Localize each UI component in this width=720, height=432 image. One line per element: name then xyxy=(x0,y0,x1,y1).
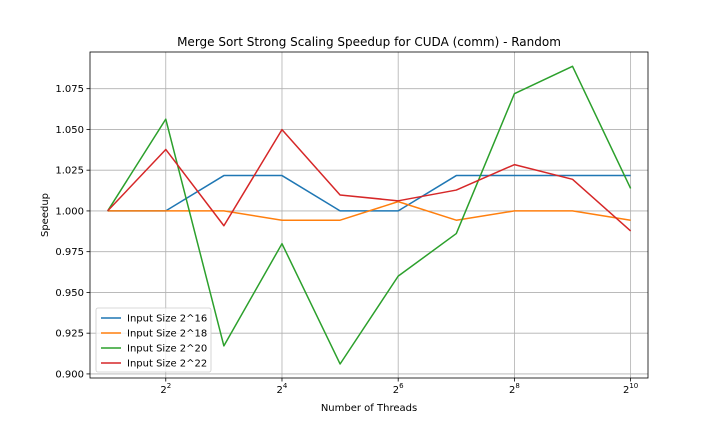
series-line-4 xyxy=(107,128,632,232)
y-tick-label: 1.000 xyxy=(55,206,84,217)
y-tick-label: 0.950 xyxy=(55,288,84,299)
y-tick-label: 0.975 xyxy=(55,247,84,258)
legend-label: Input Size 2^16 xyxy=(127,314,207,325)
series-lines xyxy=(107,65,632,365)
legend-label: Input Size 2^22 xyxy=(127,359,207,370)
y-tick-label: 1.025 xyxy=(55,166,84,177)
x-tick-label: 28 xyxy=(509,382,520,396)
chart-title: Merge Sort Strong Scaling Speedup for CU… xyxy=(177,35,561,49)
legend-box xyxy=(95,307,212,373)
y-tick-label: 1.075 xyxy=(55,84,84,95)
x-axis-label: Number of Threads xyxy=(321,403,417,414)
y-tick-label: 0.900 xyxy=(55,369,84,380)
x-tick-label: 22 xyxy=(160,382,171,396)
series-line-1 xyxy=(107,174,631,212)
x-tick-label: 210 xyxy=(623,382,638,396)
y-tick-label: 1.050 xyxy=(55,125,84,136)
legend: Input Size 2^16 Input Size 2^18 Input Size… xyxy=(95,307,212,373)
plot-area-frame xyxy=(89,51,649,379)
series-line-2 xyxy=(107,200,631,221)
axis-ticks: 22 24 26 28 210 0.900 0.925 0.950 0.975 1.000 1.02… xyxy=(55,84,638,396)
y-axis-label: Speedup xyxy=(40,193,51,237)
x-tick-label: 26 xyxy=(393,382,404,396)
legend-label: Input Size 2^18 xyxy=(127,329,207,340)
legend-label: Input Size 2^20 xyxy=(127,344,207,355)
x-tick-label: 24 xyxy=(277,382,288,396)
series-line-3 xyxy=(107,65,632,365)
y-tick-label: 0.925 xyxy=(55,329,84,340)
